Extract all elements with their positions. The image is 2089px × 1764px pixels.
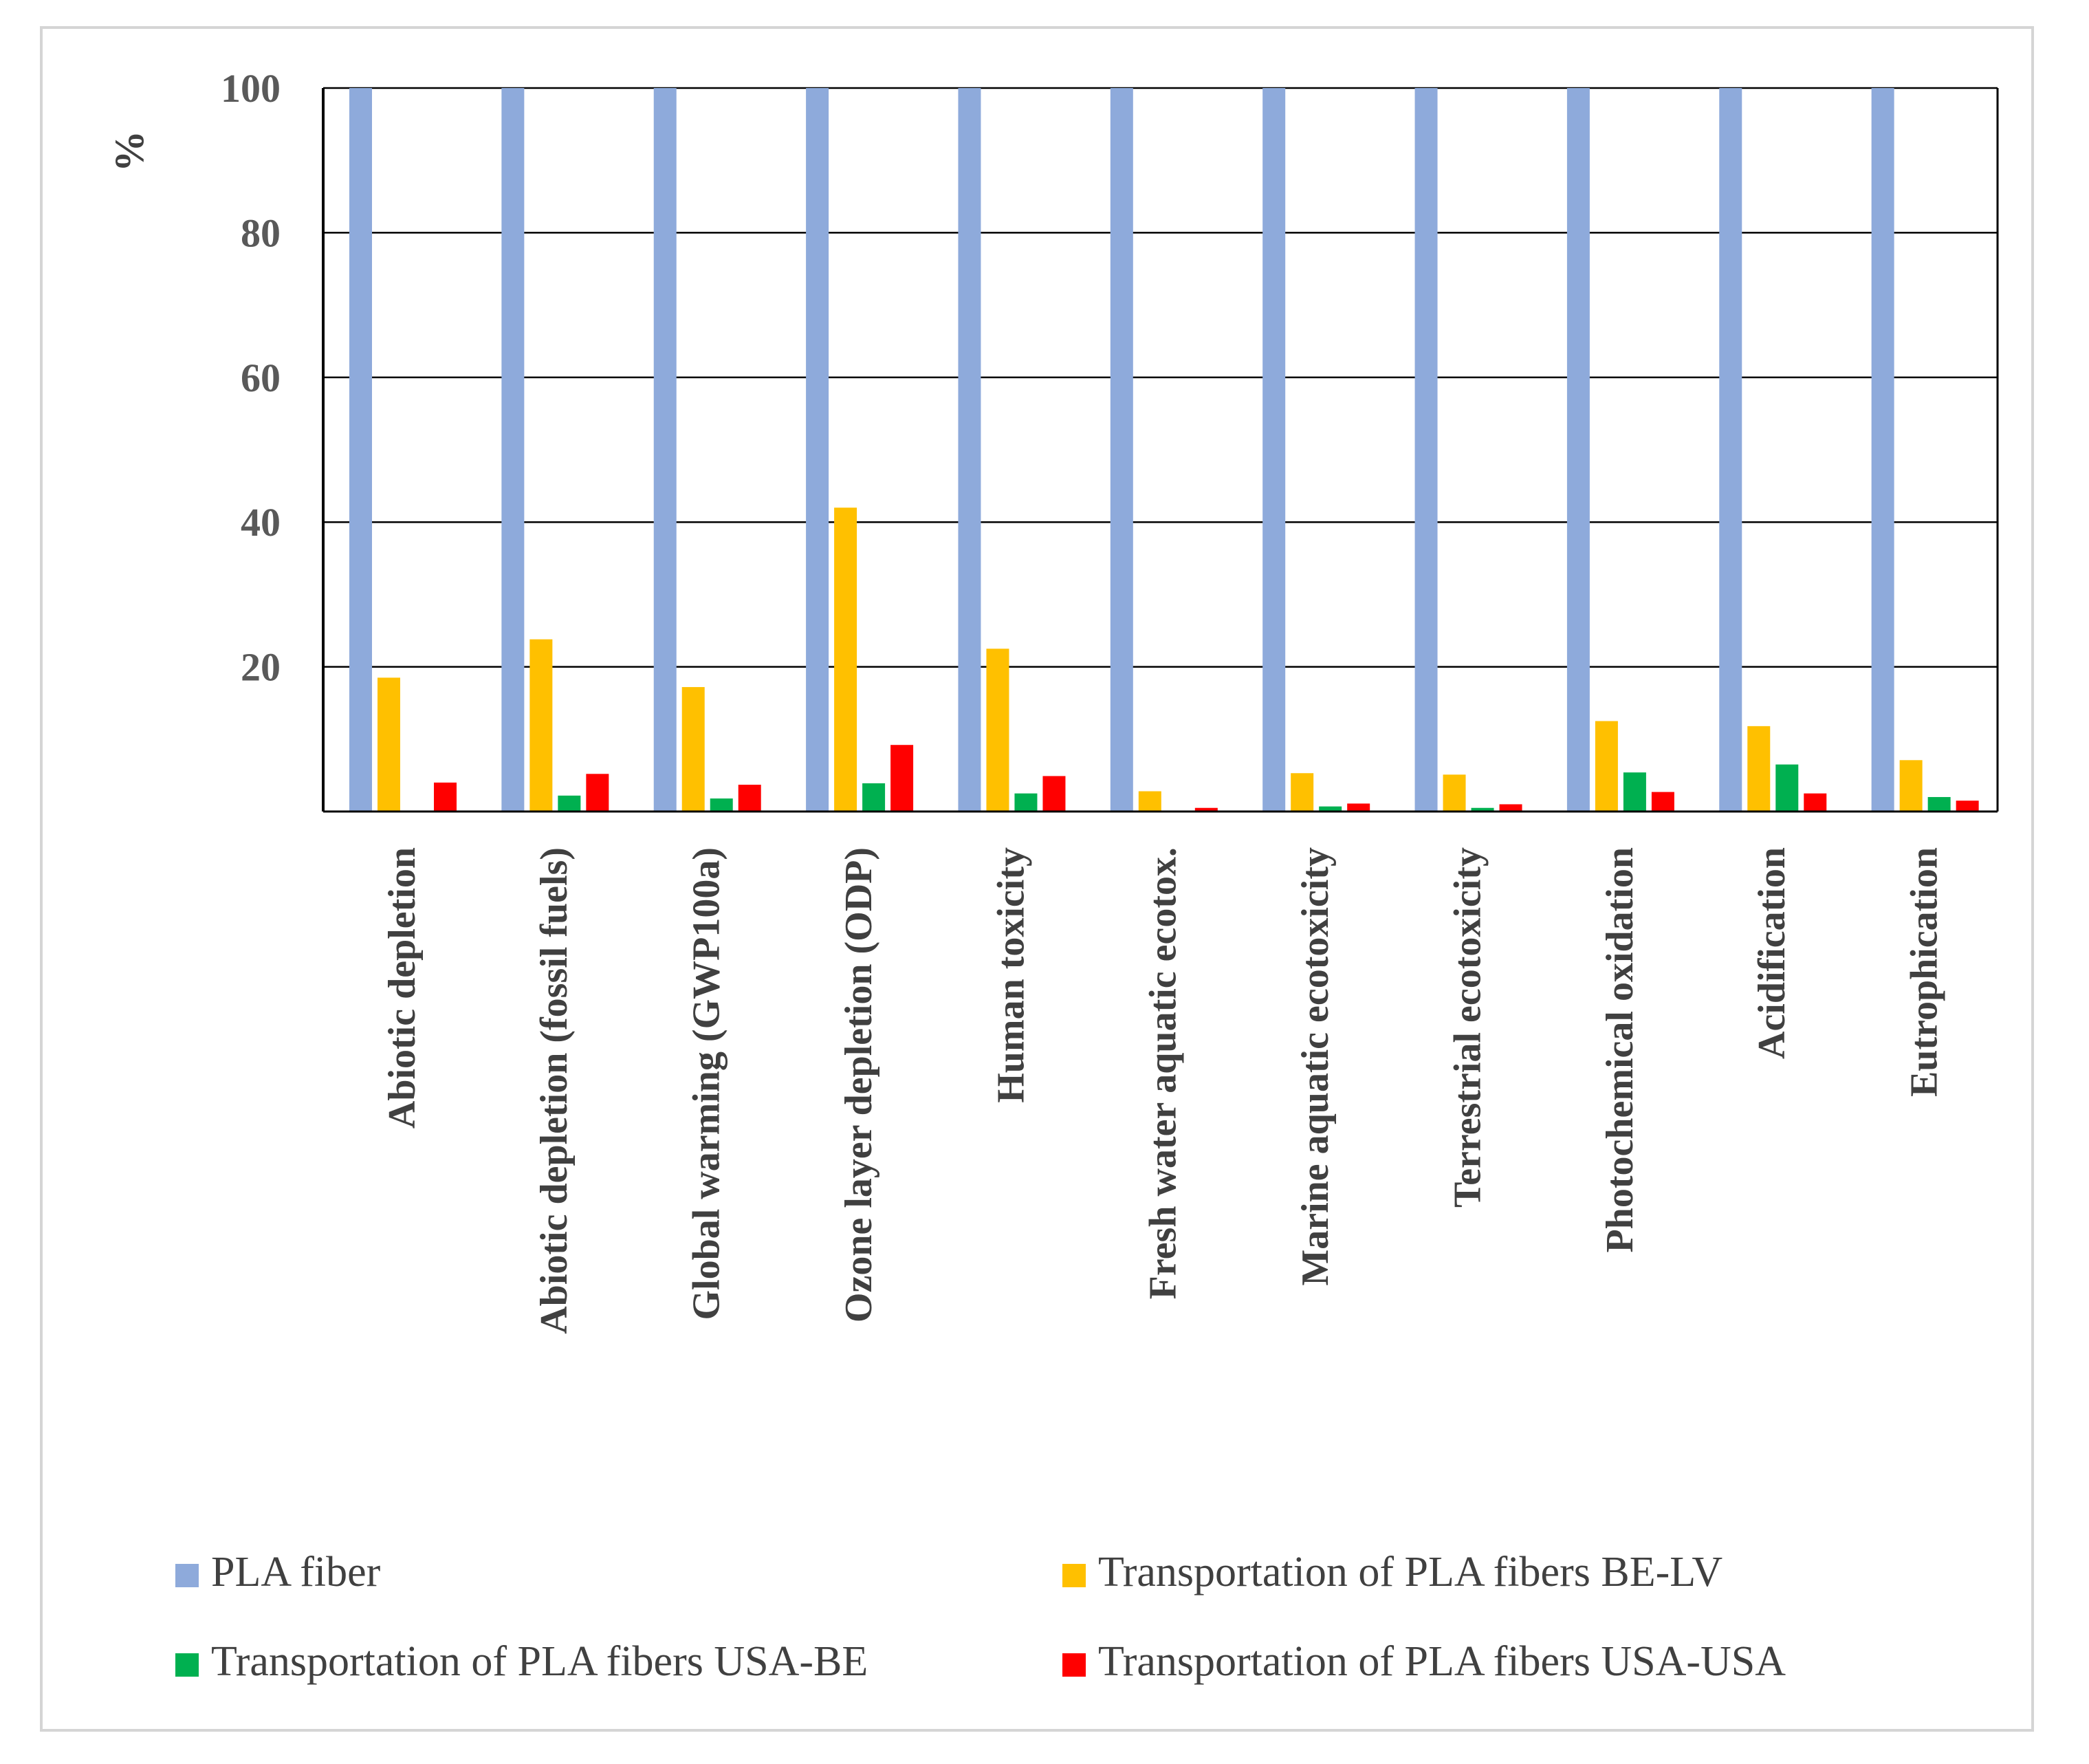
x-tick-label: Abiotic depletion <box>381 847 424 1129</box>
bar <box>653 88 677 812</box>
y-tick-label: 100 <box>221 66 281 111</box>
x-tick-label: Marine aquatic ecotoxicity <box>1294 847 1337 1286</box>
y-tick-label: 60 <box>241 356 281 400</box>
bar <box>1291 773 1314 812</box>
bar <box>1623 772 1646 812</box>
bar <box>1443 774 1466 812</box>
bar <box>1956 801 1979 812</box>
bar <box>349 88 372 812</box>
bar <box>434 782 457 812</box>
y-axis-label: % <box>107 131 152 172</box>
x-tick-label: Human toxicity <box>989 847 1032 1103</box>
bar <box>1719 88 1742 812</box>
bar <box>1347 803 1370 812</box>
legend-label: Transportation of PLA fibers USA-USA <box>1098 1638 1786 1685</box>
y-tick-label: 20 <box>241 645 281 690</box>
bar <box>1194 807 1218 812</box>
bar <box>1110 88 1133 812</box>
x-tick-label: Abiotic depletion (fossil fuels) <box>533 847 576 1334</box>
legend-label: Transportation of PLA fibers USA-BE <box>211 1638 868 1685</box>
bar <box>1471 807 1494 812</box>
x-tick-label: Acidification <box>1751 847 1793 1059</box>
bar <box>501 88 525 812</box>
bar <box>1595 721 1618 812</box>
bar <box>1042 776 1066 812</box>
bar <box>1262 88 1286 812</box>
legend-swatch <box>1062 1653 1086 1677</box>
bar <box>558 795 581 812</box>
bar <box>1414 88 1438 812</box>
bar <box>834 508 857 812</box>
bar <box>710 798 733 812</box>
bar <box>1747 726 1771 812</box>
bar <box>862 783 886 812</box>
chart-frame <box>40 26 2034 1732</box>
bar <box>378 677 400 812</box>
y-tick-label: 80 <box>241 210 281 255</box>
x-tick-label: Eutrophication <box>1903 847 1945 1097</box>
bar <box>1899 760 1923 812</box>
bar <box>890 745 914 812</box>
x-tick-label: Global warming (GWP100a) <box>686 847 728 1320</box>
bar <box>738 785 761 812</box>
bar <box>1871 88 1894 812</box>
legend-swatch <box>1062 1564 1086 1587</box>
bar <box>1138 791 1161 812</box>
bar <box>806 88 829 812</box>
bar <box>958 88 981 812</box>
bar <box>1499 804 1522 812</box>
legend-label: PLA fiber <box>211 1549 381 1596</box>
bar <box>1014 793 1038 812</box>
bar <box>1319 806 1342 812</box>
bar <box>1775 764 1799 812</box>
legend-label: Transportation of PLA fibers BE-LV <box>1098 1549 1722 1596</box>
x-tick-label: Photochemical oxidation <box>1599 847 1641 1253</box>
bar <box>529 639 553 812</box>
legend-swatch <box>175 1653 199 1677</box>
y-tick-label: 40 <box>241 500 281 545</box>
x-tick-label: Ozone layer depletion (ODP) <box>838 847 880 1322</box>
x-tick-label: Terrestrial ecotoxicity <box>1446 847 1489 1208</box>
bar <box>1804 793 1827 812</box>
x-tick-label: Fresh water aquatic ecotox. <box>1142 847 1185 1299</box>
legend-swatch <box>175 1564 199 1587</box>
bar <box>586 774 609 812</box>
bar <box>1566 88 1590 812</box>
bar <box>1651 792 1674 812</box>
bar <box>986 649 1009 812</box>
bar <box>1927 796 1951 812</box>
bar <box>681 687 705 812</box>
